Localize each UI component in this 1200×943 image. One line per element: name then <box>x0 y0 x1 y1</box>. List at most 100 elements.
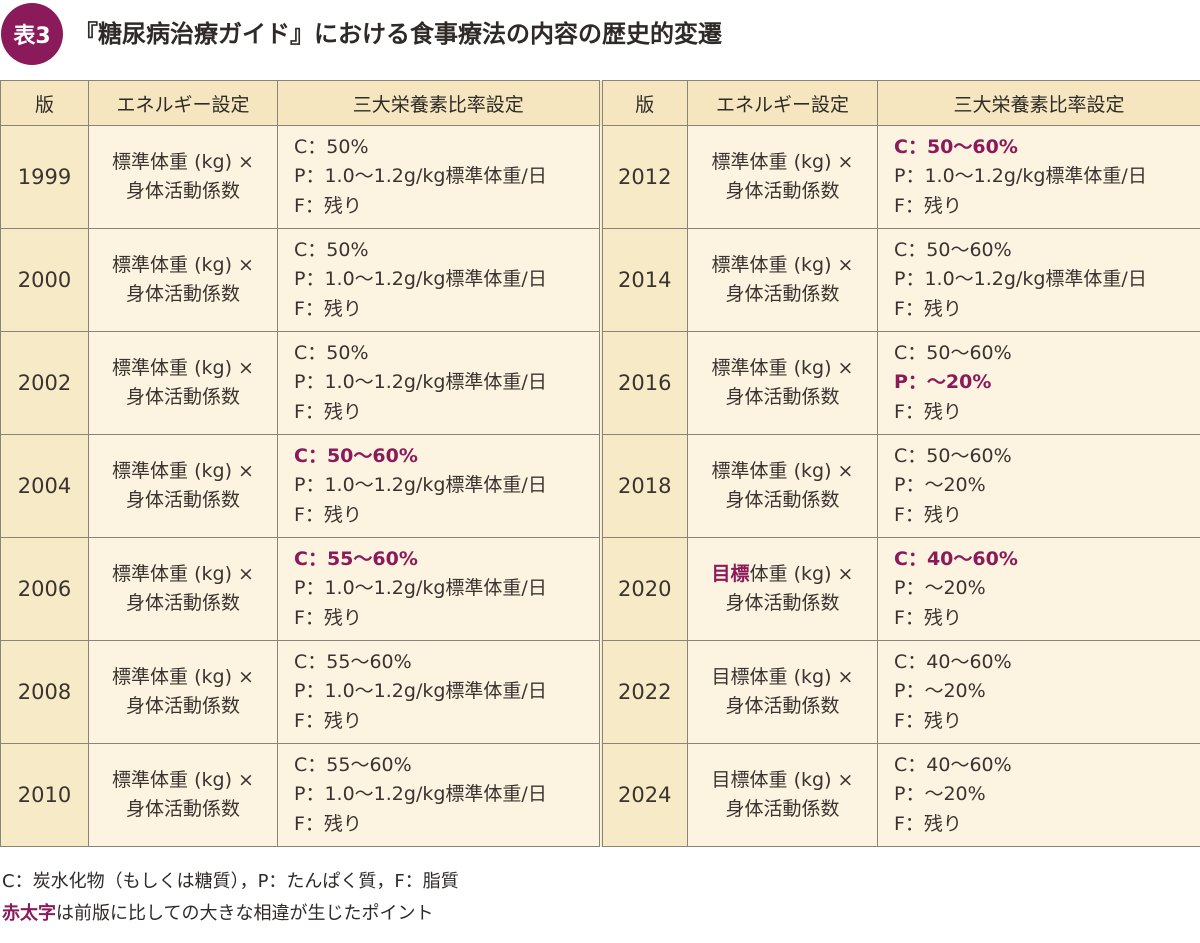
cell-text: C：50〜60% <box>894 444 1012 467</box>
nutrient-ratio-cell: C：50% P：1.0〜1.2g/kg標準体重/日 F：残り <box>277 228 601 332</box>
edition-year-cell: 2020 <box>598 537 688 641</box>
cell-line: 目標体重 (kg) × <box>688 560 877 589</box>
cell-text: 身体活動係数 <box>725 283 840 305</box>
cell-text: 身体活動係数 <box>125 283 240 305</box>
cell-text: 身体活動係数 <box>725 798 840 820</box>
cell-text: F：残り <box>894 812 962 835</box>
header-edition: 版 <box>0 80 89 126</box>
cell-line: P：1.0〜1.2g/kg標準体重/日 <box>294 368 599 398</box>
cell-line: 身体活動係数 <box>688 383 877 412</box>
cell-text: P：〜20% <box>894 474 986 497</box>
cell-text: C：50% <box>294 238 369 261</box>
header-energy: エネルギー設定 <box>88 80 278 126</box>
cell-line: F：残り <box>894 295 1200 325</box>
cell-text: F：残り <box>294 400 362 423</box>
cell-line: P：〜20% <box>894 574 1200 604</box>
nutrient-ratio-cell: C：40〜60% P：〜20% F：残り <box>877 743 1200 847</box>
cell-text: C：50% <box>294 341 369 364</box>
footnote-abbreviations: C：炭水化物（もしくは糖質），P：たんぱく質，F：脂質 <box>2 871 459 892</box>
cell-line: C：40〜60% <box>894 751 1200 781</box>
nutrient-ratio-cell: C：55〜60% P：1.0〜1.2g/kg標準体重/日 F：残り <box>277 743 601 847</box>
cell-text: F：残り <box>294 297 362 320</box>
highlighted-text: 目標 <box>711 563 750 585</box>
edition-year-cell: 2018 <box>598 434 688 538</box>
header-row: 版 エネルギー設定 三大栄養素比率設定 版 エネルギー設定 三大栄養素比率設定 <box>0 80 1200 126</box>
table-row: 2004 標準体重 (kg) × 身体活動係数 C：50〜60% P：1.0〜1.2g/… <box>0 434 1200 538</box>
cell-text: C：50% <box>294 135 369 158</box>
cell-text: 標準体重 (kg) × <box>711 151 854 173</box>
cell-text: P：1.0〜1.2g/kg標準体重/日 <box>294 474 547 497</box>
cell-text: 標準体重 (kg) × <box>711 357 854 379</box>
cell-text: F：残り <box>894 709 962 732</box>
cell-line: C：50% <box>294 133 599 163</box>
cell-text: P：〜20% <box>894 783 986 806</box>
highlighted-text: C：50〜60% <box>294 444 418 467</box>
highlighted-text: C：50〜60% <box>894 135 1018 158</box>
highlighted-text: C：40〜60% <box>894 547 1018 570</box>
cell-text: 身体活動係数 <box>725 386 840 408</box>
cell-text: F：残り <box>894 297 962 320</box>
cell-text: P：1.0〜1.2g/kg標準体重/日 <box>894 268 1147 291</box>
diet-therapy-history-table: 版 エネルギー設定 三大栄養素比率設定 版 エネルギー設定 三大栄養素比率設定 … <box>0 80 1200 847</box>
edition-year-cell: 2004 <box>0 434 89 538</box>
cell-text: F：残り <box>294 812 362 835</box>
cell-line: F：残り <box>294 398 599 428</box>
edition-year-cell: 2010 <box>0 743 89 847</box>
cell-text: F：残り <box>294 503 362 526</box>
cell-text: 身体活動係数 <box>725 489 840 511</box>
energy-setting-cell: 標準体重 (kg) × 身体活動係数 <box>687 228 878 332</box>
nutrient-ratio-cell: C：40〜60% P：〜20% F：残り <box>877 537 1200 641</box>
edition-year-cell: 2024 <box>598 743 688 847</box>
cell-line: C：50〜60% <box>894 442 1200 472</box>
footnote-legend: 赤太字は前版に比しての大きな相違が生じたポイント <box>2 898 459 930</box>
cell-text: 身体活動係数 <box>125 592 240 614</box>
cell-text: 標準体重 (kg) × <box>112 666 254 688</box>
cell-line: P：〜20% <box>894 677 1200 707</box>
cell-line: P：1.0〜1.2g/kg標準体重/日 <box>294 780 599 810</box>
cell-line: P：〜20% <box>894 368 1200 398</box>
cell-text: P：1.0〜1.2g/kg標準体重/日 <box>294 165 547 188</box>
edition-year-cell: 2006 <box>0 537 89 641</box>
cell-text: F：残り <box>894 194 962 217</box>
cell-line: F：残り <box>294 810 599 840</box>
energy-setting-cell: 目標体重 (kg) × 身体活動係数 <box>687 640 878 744</box>
nutrient-ratio-cell: C：50% P：1.0〜1.2g/kg標準体重/日 F：残り <box>277 331 601 435</box>
energy-setting-cell: 標準体重 (kg) × 身体活動係数 <box>88 537 278 641</box>
energy-setting-cell: 標準体重 (kg) × 身体活動係数 <box>88 125 278 229</box>
cell-text: F：残り <box>894 503 962 526</box>
footnote-highlight-term: 赤太字 <box>2 903 56 924</box>
cell-text: 標準体重 (kg) × <box>711 460 854 482</box>
cell-text: 標準体重 (kg) × <box>711 254 854 276</box>
cell-text: 身体活動係数 <box>125 386 240 408</box>
cell-line: 標準体重 (kg) × <box>89 766 277 795</box>
cell-text: 身体活動係数 <box>125 180 240 202</box>
cell-text: P：1.0〜1.2g/kg標準体重/日 <box>294 680 547 703</box>
cell-text: 標準体重 (kg) × <box>112 151 254 173</box>
cell-line: 身体活動係数 <box>688 589 877 618</box>
footnote-legend-text: は前版に比しての大きな相違が生じたポイント <box>56 903 434 924</box>
cell-line: C：40〜60% <box>894 545 1200 575</box>
cell-text: 身体活動係数 <box>125 798 240 820</box>
nutrient-ratio-cell: C：50〜60% P：〜20% F：残り <box>877 331 1200 435</box>
edition-year-cell: 2016 <box>598 331 688 435</box>
cell-line: 身体活動係数 <box>89 795 277 824</box>
edition-year-cell: 2022 <box>598 640 688 744</box>
cell-text: C：40〜60% <box>894 650 1012 673</box>
cell-text: C：50〜60% <box>894 341 1012 364</box>
cell-line: C：55〜60% <box>294 751 599 781</box>
cell-line: F：残り <box>294 604 599 634</box>
header-nutrients: 三大栄養素比率設定 <box>877 80 1200 126</box>
cell-line: 身体活動係数 <box>688 692 877 721</box>
cell-text: 身体活動係数 <box>725 592 840 614</box>
cell-line: C：50〜60% <box>294 442 599 472</box>
energy-setting-cell: 標準体重 (kg) × 身体活動係数 <box>88 331 278 435</box>
edition-year-cell: 2012 <box>598 125 688 229</box>
cell-text: 標準体重 (kg) × <box>112 769 254 791</box>
nutrient-ratio-cell: C：50〜60% P：1.0〜1.2g/kg標準体重/日 F：残り <box>277 434 601 538</box>
cell-line: F：残り <box>294 501 599 531</box>
energy-setting-cell: 標準体重 (kg) × 身体活動係数 <box>88 640 278 744</box>
energy-setting-cell: 標準体重 (kg) × 身体活動係数 <box>88 228 278 332</box>
header-energy: エネルギー設定 <box>687 80 878 126</box>
table-row: 2008 標準体重 (kg) × 身体活動係数 C：55〜60% P：1.0〜1.2g/… <box>0 640 1200 744</box>
cell-line: F：残り <box>894 810 1200 840</box>
